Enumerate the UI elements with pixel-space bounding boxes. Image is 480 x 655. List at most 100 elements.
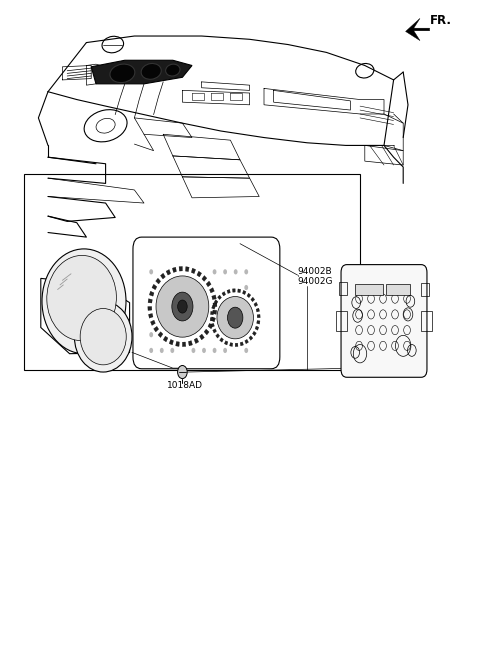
Ellipse shape	[42, 249, 126, 354]
Polygon shape	[212, 305, 216, 309]
Polygon shape	[232, 289, 235, 292]
Polygon shape	[254, 302, 258, 307]
Ellipse shape	[110, 64, 135, 83]
Circle shape	[223, 269, 227, 274]
Polygon shape	[235, 343, 238, 346]
Polygon shape	[257, 320, 260, 324]
Polygon shape	[209, 288, 215, 293]
Polygon shape	[188, 341, 192, 346]
Ellipse shape	[141, 64, 161, 79]
Polygon shape	[224, 341, 228, 345]
Circle shape	[244, 269, 248, 274]
Polygon shape	[148, 307, 152, 310]
Polygon shape	[208, 324, 213, 329]
Bar	[421, 283, 429, 296]
Circle shape	[170, 348, 174, 353]
Polygon shape	[245, 339, 249, 344]
Bar	[386, 284, 410, 295]
Polygon shape	[238, 289, 241, 293]
Circle shape	[244, 285, 248, 290]
Polygon shape	[229, 343, 233, 346]
Polygon shape	[214, 299, 218, 304]
Polygon shape	[240, 342, 243, 346]
Polygon shape	[211, 324, 215, 328]
Polygon shape	[158, 331, 163, 337]
Polygon shape	[257, 314, 260, 318]
Polygon shape	[210, 318, 213, 321]
Polygon shape	[150, 320, 156, 326]
Bar	[339, 282, 347, 295]
Bar	[336, 311, 347, 331]
Ellipse shape	[217, 297, 253, 339]
Bar	[355, 284, 383, 295]
Circle shape	[149, 269, 153, 274]
Polygon shape	[210, 311, 214, 315]
Circle shape	[234, 269, 238, 274]
Text: FR.: FR.	[430, 14, 452, 28]
Circle shape	[172, 292, 193, 321]
Circle shape	[213, 348, 216, 353]
Circle shape	[149, 332, 153, 337]
Polygon shape	[185, 267, 189, 272]
Polygon shape	[204, 329, 209, 335]
Polygon shape	[220, 338, 224, 342]
Ellipse shape	[80, 309, 126, 365]
Text: 94002G: 94002G	[298, 277, 333, 286]
Polygon shape	[211, 317, 216, 322]
Ellipse shape	[156, 276, 209, 337]
Polygon shape	[160, 273, 165, 279]
Polygon shape	[251, 297, 255, 302]
Text: 94365: 94365	[359, 310, 388, 320]
Polygon shape	[222, 291, 226, 296]
Polygon shape	[192, 268, 196, 274]
Polygon shape	[156, 278, 161, 284]
Polygon shape	[255, 326, 259, 330]
Polygon shape	[148, 314, 153, 318]
Polygon shape	[148, 299, 152, 303]
Ellipse shape	[74, 301, 132, 372]
Text: 94360A: 94360A	[62, 313, 97, 322]
Polygon shape	[242, 290, 246, 295]
Polygon shape	[149, 291, 154, 296]
Polygon shape	[179, 267, 182, 271]
Polygon shape	[213, 329, 216, 333]
Circle shape	[244, 348, 248, 353]
Polygon shape	[206, 281, 211, 287]
Polygon shape	[172, 267, 177, 272]
Polygon shape	[256, 308, 260, 312]
Circle shape	[223, 348, 227, 353]
Polygon shape	[197, 271, 202, 277]
Polygon shape	[169, 339, 173, 345]
Polygon shape	[249, 336, 253, 341]
Polygon shape	[182, 342, 186, 346]
Polygon shape	[163, 336, 168, 342]
Polygon shape	[91, 60, 192, 84]
Polygon shape	[176, 341, 180, 346]
Polygon shape	[216, 333, 219, 338]
Ellipse shape	[166, 64, 180, 76]
Polygon shape	[406, 18, 430, 41]
Polygon shape	[194, 338, 199, 344]
Polygon shape	[154, 326, 159, 332]
Ellipse shape	[47, 255, 116, 341]
Polygon shape	[212, 295, 216, 299]
FancyBboxPatch shape	[341, 265, 427, 377]
Polygon shape	[247, 293, 251, 297]
Circle shape	[149, 348, 153, 353]
Circle shape	[202, 348, 206, 353]
Circle shape	[228, 307, 243, 328]
Bar	[421, 311, 432, 331]
Polygon shape	[200, 334, 204, 340]
Polygon shape	[166, 269, 171, 275]
Polygon shape	[152, 284, 157, 290]
Polygon shape	[252, 331, 256, 336]
Polygon shape	[227, 290, 230, 293]
Text: 94002B: 94002B	[298, 267, 332, 276]
Circle shape	[192, 348, 195, 353]
Polygon shape	[213, 303, 217, 307]
Circle shape	[178, 365, 187, 379]
Circle shape	[213, 269, 216, 274]
Polygon shape	[213, 310, 217, 314]
Text: 1018AD: 1018AD	[167, 381, 203, 390]
Bar	[24, 174, 360, 370]
